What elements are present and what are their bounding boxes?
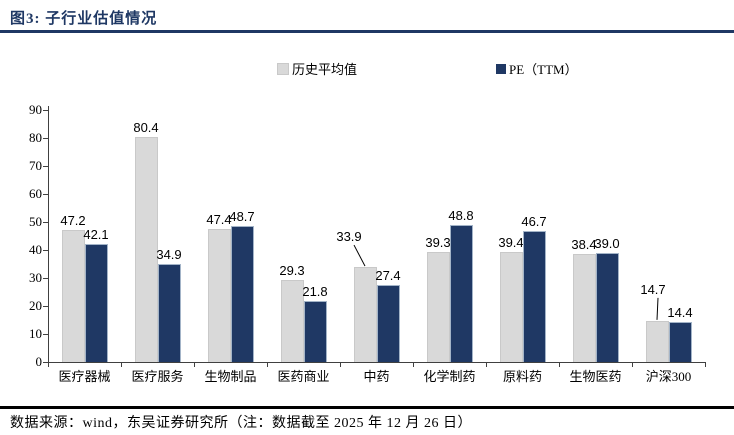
y-tick-mark	[43, 138, 48, 139]
y-tick-mark	[43, 194, 48, 195]
x-category-label: 沪深300	[645, 369, 692, 384]
bar-pe-ttm	[84, 244, 108, 362]
x-axis-line	[48, 362, 706, 363]
bar-value-label: 47.2	[60, 212, 86, 228]
footer-rule	[0, 406, 734, 409]
bar-history-average	[353, 267, 377, 362]
x-tick-mark	[705, 363, 706, 367]
y-tick-label: 10	[29, 326, 42, 341]
x-category-label: 原料药	[502, 369, 542, 384]
bar-pe-ttm	[449, 225, 473, 362]
figure-title: 图3: 子行业估值情况	[10, 11, 158, 27]
y-tick-mark	[43, 250, 48, 251]
bar-value-label: 38.4	[571, 237, 597, 253]
legend-swatch-pe-ttm	[496, 63, 506, 74]
y-tick-label: 60	[29, 186, 42, 201]
bar-history-average	[426, 251, 450, 362]
x-tick-mark	[194, 363, 195, 367]
y-tick-mark	[43, 166, 48, 167]
bar-value-label: 48.7	[229, 208, 255, 224]
bar-pe-ttm	[230, 225, 254, 362]
x-category-label: 医药商业	[277, 369, 330, 384]
y-tick-mark	[43, 222, 48, 223]
bar-history-average	[280, 279, 304, 362]
bar-value-label: 27.4	[375, 268, 401, 284]
bar-pe-ttm	[157, 264, 181, 362]
bar-history-average	[207, 229, 231, 362]
y-tick-mark	[43, 334, 48, 335]
x-category-label: 化学制药	[423, 369, 476, 384]
y-tick-mark	[43, 110, 48, 111]
source-note: 数据来源：wind，东吴证券研究所（注：数据截至 2025 年 12 月 26 …	[10, 416, 472, 431]
x-tick-mark	[48, 363, 49, 367]
legend-item-history-average: 历史平均值	[277, 59, 357, 78]
bar-value-label: 47.4	[206, 212, 232, 228]
title-rule	[0, 30, 734, 33]
y-tick-mark	[43, 362, 48, 363]
bar-value-label: 21.8	[302, 283, 328, 299]
y-tick-label: 70	[29, 158, 42, 173]
legend-swatch-history-average	[277, 62, 289, 75]
bar-value-label: 48.8	[448, 208, 474, 224]
y-tick-label: 80	[29, 130, 42, 145]
bar-value-label: 34.9	[156, 247, 182, 263]
bar-pe-ttm	[595, 252, 619, 362]
x-tick-mark	[413, 363, 414, 367]
x-tick-mark	[632, 363, 633, 367]
legend-item-pe-ttm: PE（TTM）	[496, 59, 578, 78]
bar-value-label: 14.7	[640, 281, 666, 297]
bar-value-label: 46.7	[521, 214, 547, 230]
x-category-label: 医疗器械	[58, 369, 111, 384]
bar-value-label: 29.3	[279, 262, 305, 278]
x-tick-mark	[267, 363, 268, 367]
bar-history-average	[134, 136, 158, 362]
x-tick-mark	[559, 363, 560, 367]
y-tick-mark	[43, 306, 48, 307]
bar-pe-ttm	[522, 231, 546, 362]
bar-pe-ttm	[668, 321, 692, 362]
x-tick-mark	[121, 363, 122, 367]
bar-value-label: 80.4	[133, 119, 159, 135]
bar-value-label: 39.0	[594, 235, 620, 251]
y-axis-line	[48, 106, 49, 363]
y-tick-label: 20	[29, 298, 42, 313]
y-tick-label: 40	[29, 242, 42, 257]
callout-line	[353, 244, 366, 267]
bar-value-label: 33.9	[336, 229, 362, 245]
x-tick-mark	[486, 363, 487, 367]
y-tick-label: 50	[29, 214, 42, 229]
x-category-label: 生物制品	[204, 369, 257, 384]
legend-label-pe-ttm: PE（TTM）	[509, 62, 578, 77]
bar-history-average	[499, 251, 523, 362]
bar-history-average	[61, 229, 85, 362]
x-category-label: 生物医药	[569, 369, 622, 384]
bar-value-label: 42.1	[83, 227, 109, 243]
y-tick-label: 90	[29, 102, 42, 117]
legend-label-history-average: 历史平均值	[292, 62, 358, 77]
y-tick-label: 0	[35, 354, 43, 369]
x-tick-mark	[340, 363, 341, 367]
bar-value-label: 39.4	[498, 234, 524, 250]
x-category-label: 医疗服务	[131, 369, 184, 384]
y-tick-mark	[43, 278, 48, 279]
bar-value-label: 14.4	[667, 304, 693, 320]
bar-history-average	[645, 320, 669, 362]
bar-pe-ttm	[303, 300, 327, 362]
bar-history-average	[572, 254, 596, 362]
bar-value-label: 39.3	[425, 234, 451, 250]
x-category-label: 中药	[363, 369, 390, 384]
y-tick-label: 30	[29, 270, 42, 285]
bar-pe-ttm	[376, 285, 400, 362]
